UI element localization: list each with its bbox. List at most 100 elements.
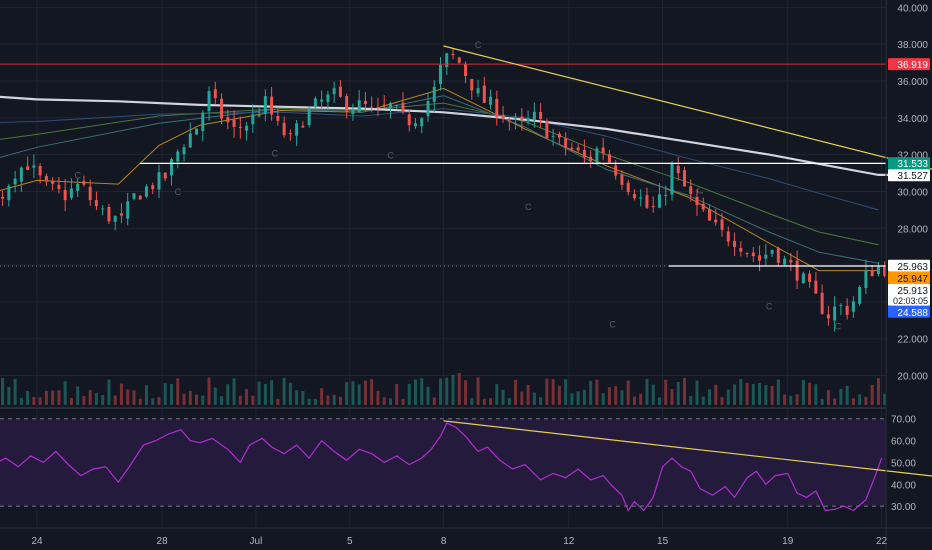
volume-bar <box>576 391 580 405</box>
candle-body <box>714 219 718 223</box>
candle-body <box>607 154 611 163</box>
volume-bar <box>751 383 755 405</box>
candle-body <box>251 114 255 125</box>
volume-bar <box>489 398 493 405</box>
candle-body <box>883 265 887 276</box>
volume-bar <box>464 380 468 405</box>
volume-bar <box>276 398 280 405</box>
volume-bar <box>614 386 618 405</box>
candle-body <box>664 194 668 196</box>
candle-body <box>858 286 862 304</box>
volume-bar <box>626 380 630 405</box>
rsi-axis[interactable]: 70.00 60.00 50.00 40.00 30.00 <box>891 415 916 513</box>
candle-body <box>13 178 17 185</box>
candle-body <box>726 231 730 242</box>
volume-bar <box>88 390 92 405</box>
candle-body <box>307 108 311 125</box>
candle-body <box>795 260 799 281</box>
candle-body <box>851 301 855 312</box>
volume-bar <box>432 397 436 405</box>
candle-body <box>351 110 355 114</box>
candle-body <box>789 259 793 263</box>
volume-bar <box>338 396 342 405</box>
volume-bar <box>101 394 105 405</box>
time-tick-label: 22 <box>876 536 888 547</box>
volume-bar <box>163 383 167 405</box>
candle-body <box>126 201 130 219</box>
candle-body <box>326 94 330 102</box>
candle-body <box>213 89 217 99</box>
price-tag-countdown: 02:03:05 <box>893 296 928 306</box>
reaction-marker: C <box>609 320 616 330</box>
volume-bar <box>7 386 11 405</box>
price-tag-text-resistance: 36.919 <box>897 60 928 71</box>
candle-body <box>388 103 392 109</box>
candle-body <box>363 100 367 105</box>
candle-body <box>864 270 868 289</box>
rsi-trendline <box>443 420 932 477</box>
volume-bar <box>601 393 605 405</box>
price-tick-label: 34.000 <box>897 114 928 125</box>
candle-body <box>157 172 161 190</box>
candle-body <box>682 170 686 187</box>
candle-body <box>620 174 624 185</box>
rsi-pane <box>0 418 932 512</box>
volume-bar <box>251 395 255 405</box>
volume-bar <box>758 383 762 405</box>
candle-body <box>701 203 705 210</box>
rsi-tick-label: 30.00 <box>891 502 916 513</box>
candle-body <box>113 216 117 222</box>
candle-body <box>801 273 805 284</box>
price-tick-label: 22.000 <box>897 335 928 346</box>
price-tick-label: 38.000 <box>897 40 928 51</box>
volume-bar <box>632 396 636 405</box>
time-tick-label: 12 <box>563 536 575 547</box>
volume-bar <box>589 380 593 405</box>
time-axis[interactable]: 2428Jul58121519222629Aug4 <box>31 536 932 547</box>
candle-body <box>445 53 449 67</box>
candle-body <box>876 266 880 275</box>
reaction-marker: C <box>525 202 532 212</box>
price-trendline <box>443 45 932 170</box>
candle-body <box>601 147 605 154</box>
price-tag-stop <box>888 305 930 318</box>
volume-bar <box>132 390 136 405</box>
price-tick-label: 32.000 <box>897 151 928 162</box>
volume-bar <box>288 382 292 405</box>
candle-body <box>370 106 374 108</box>
volume-bar <box>501 389 505 405</box>
drawings[interactable]: CCCCCCCCCCC <box>0 40 932 357</box>
reaction-marker: C <box>75 171 82 181</box>
volume-bar <box>13 378 17 405</box>
rsi-tick-label: 70.00 <box>891 415 916 426</box>
volume-bar <box>476 377 480 405</box>
candle-body <box>226 117 230 123</box>
candle-body <box>539 112 543 120</box>
volume-bar <box>119 383 123 405</box>
volume-bar <box>51 390 55 405</box>
candle-body <box>32 165 36 168</box>
volume-bar <box>739 378 743 405</box>
volume-bar <box>557 385 561 405</box>
volume-bar <box>439 378 443 405</box>
volume-bar <box>657 397 661 405</box>
volume-bar <box>69 397 73 405</box>
volume-bar <box>270 380 274 405</box>
volume-bar <box>839 388 843 405</box>
candle-body <box>420 118 424 127</box>
volume-bar <box>820 398 824 405</box>
volume-bar <box>645 378 649 405</box>
candle-body <box>470 78 474 91</box>
candle-body <box>7 186 11 201</box>
volume-bar <box>195 394 199 405</box>
volume-bar <box>144 385 148 405</box>
horizontal-levels[interactable] <box>0 63 932 267</box>
candle-body <box>507 120 511 122</box>
volume-bar <box>307 398 311 405</box>
candle-body <box>413 123 417 127</box>
volume-bar <box>808 382 812 405</box>
price-tag-text-level: 25.963 <box>897 262 928 273</box>
volume-bar <box>682 378 686 405</box>
